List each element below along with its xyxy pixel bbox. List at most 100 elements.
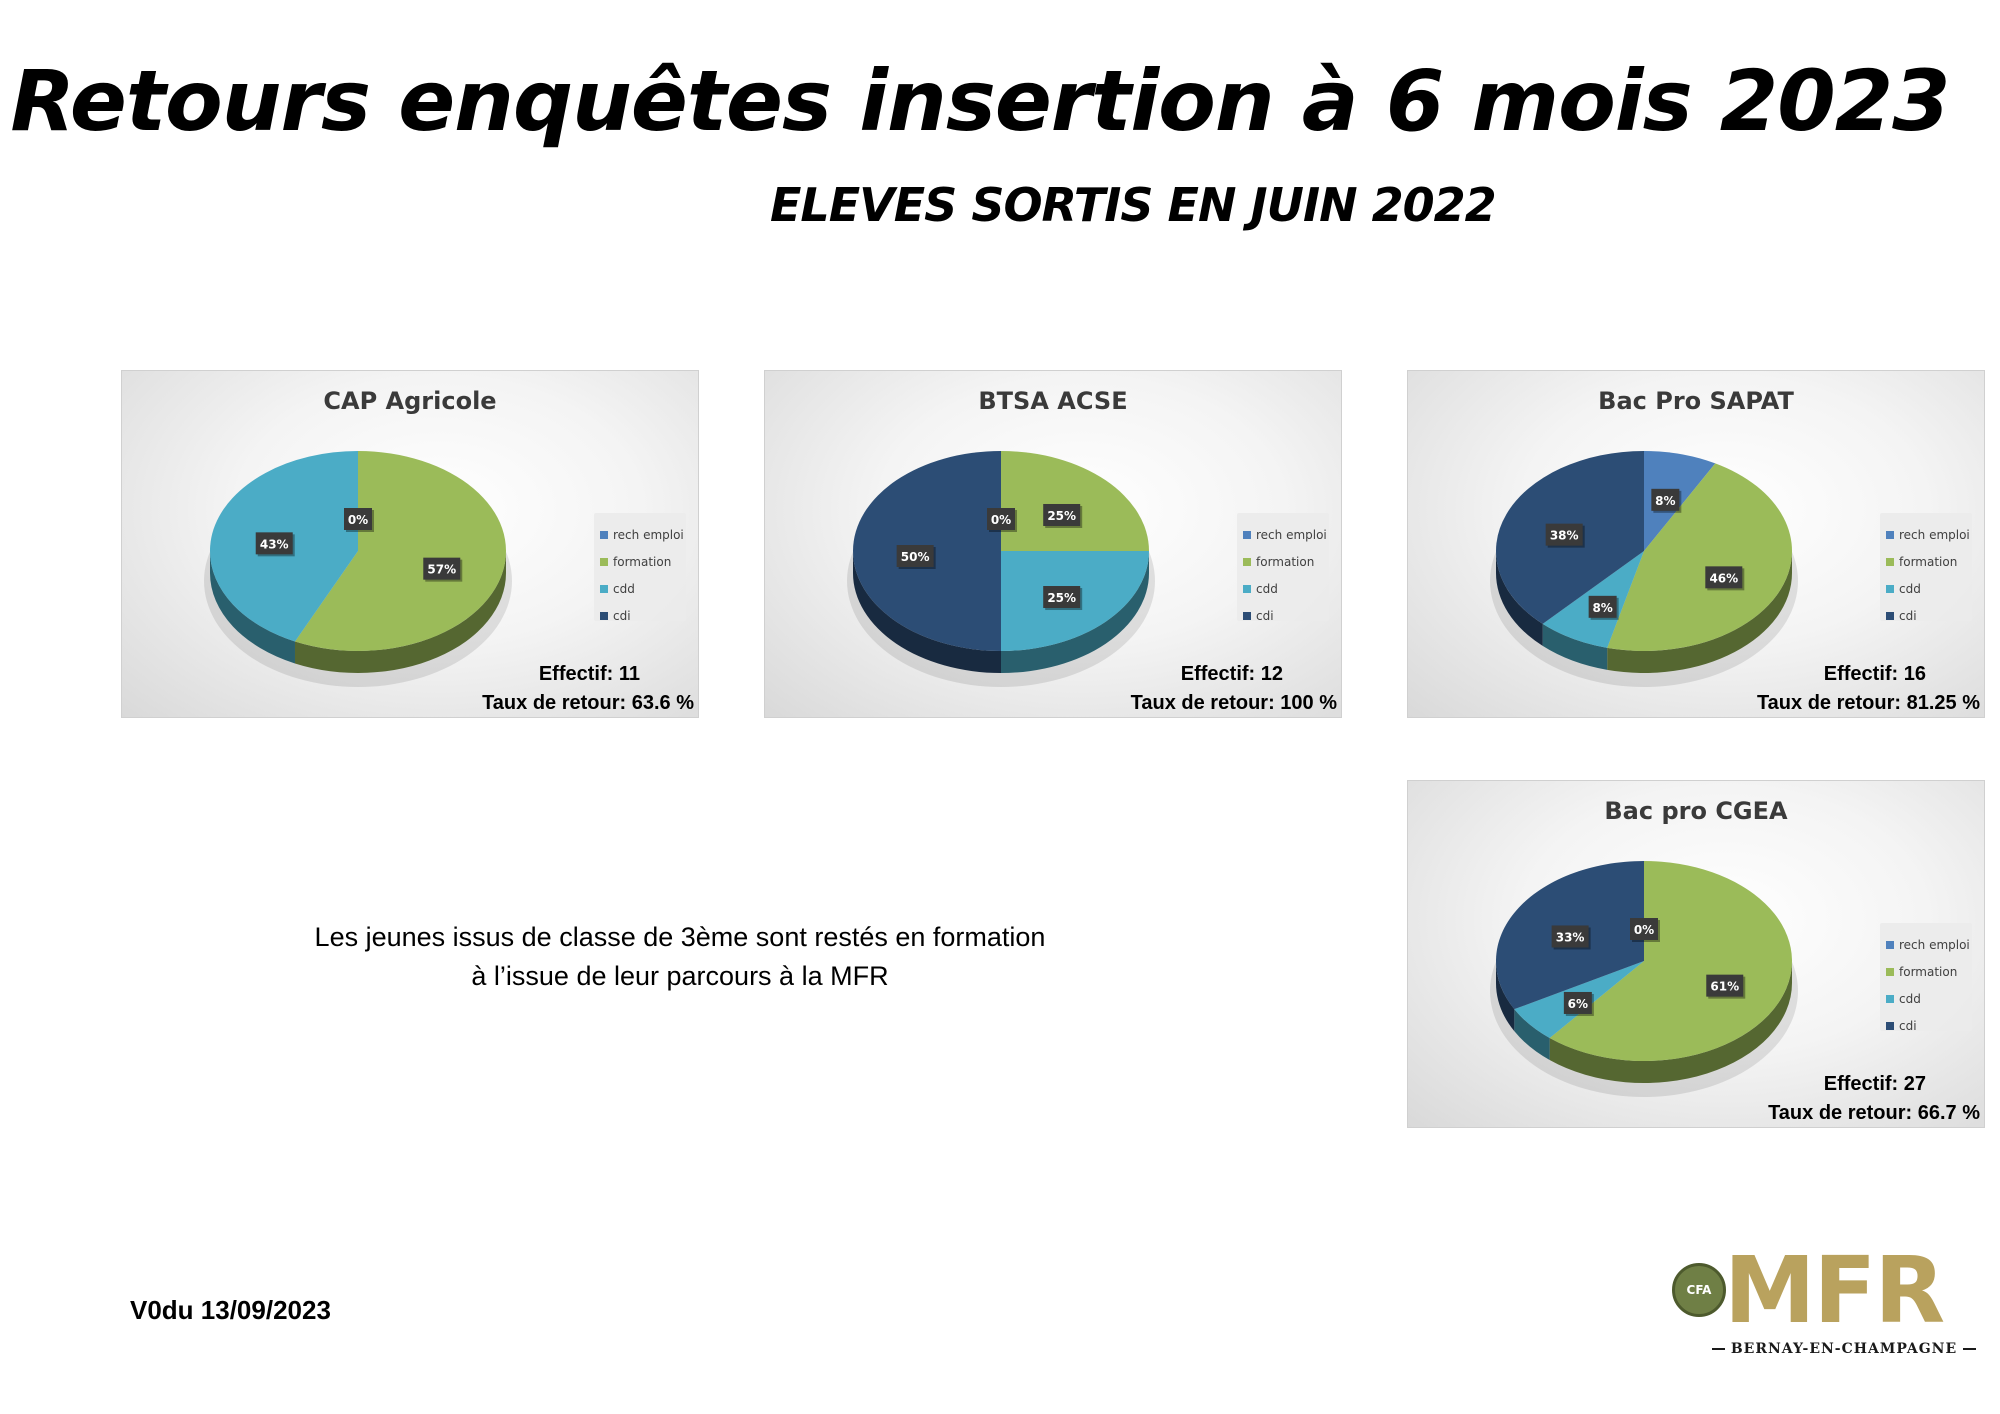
legend-label: cdi: [1899, 608, 1917, 623]
svg-text:38%: 38%: [1550, 529, 1579, 543]
pie-side-formation: [1607, 551, 1792, 673]
page-subtitle: ELEVES SORTIS EN JUIN 2022: [770, 178, 1497, 232]
legend-item-rech-emploi: rech emploi: [1880, 931, 1972, 958]
legend-label: rech emploi: [1899, 527, 1970, 542]
pie-slice-rech-emploi: [1644, 451, 1716, 551]
version-label: V0du 13/09/2023: [130, 1295, 331, 1325]
pie-side-cdd: [1001, 551, 1149, 673]
legend-item-cdi: cdi: [1880, 1012, 1972, 1039]
logo-divider-right: [1963, 1348, 1976, 1350]
data-label-cdi: 33%: [1551, 925, 1591, 950]
chart-title: BTSA ACSE: [978, 387, 1128, 415]
data-label-formation: 61%: [1706, 974, 1746, 999]
pie-slice-formation: [294, 451, 507, 651]
legend-label: cdd: [613, 581, 635, 596]
legend-swatch: [1886, 557, 1894, 566]
svg-text:57%: 57%: [427, 563, 456, 577]
legend-swatch: [1886, 940, 1894, 949]
pie-side-cdi: [1496, 551, 1543, 646]
chart-title: CAP Agricole: [323, 387, 497, 415]
pie-side-cdd: [210, 551, 295, 664]
info-note-line-1: Les jeunes issus de classe de 3ème sont …: [314, 922, 1046, 952]
data-label-rech-emploi: 0%: [344, 508, 374, 532]
data-label-formation: 46%: [1705, 566, 1745, 591]
pie-side-cdi: [1496, 961, 1515, 1032]
pie-side-cdd: [1542, 623, 1608, 670]
chart-title: Bac Pro SAPAT: [1598, 387, 1794, 415]
legend-label: rech emploi: [613, 527, 684, 542]
effectif-label: Effectif: 11: [538, 663, 640, 685]
legend-item-formation: formation: [1237, 548, 1329, 575]
legend-swatch: [1243, 557, 1251, 566]
taux-retour-label: Taux de retour: 63.6 %: [482, 692, 694, 714]
legend-label: formation: [1899, 554, 1958, 569]
svg-text:25%: 25%: [1047, 591, 1076, 605]
legend-label: cdi: [1256, 608, 1274, 623]
chart-panel-cap-agricole: CAP Agricole 0% 57% 43% rech emploi formation…: [121, 370, 699, 718]
chart-legend: rech emploi formation cdd cdi: [1880, 923, 1972, 1033]
pie-side-cdi: [853, 551, 1001, 673]
pie-chart-cap-agricole: 0% 57% 43%: [204, 451, 512, 687]
svg-text:6%: 6%: [1568, 997, 1588, 1011]
legend-swatch: [600, 530, 608, 539]
legend-swatch: [1243, 530, 1251, 539]
chart-panel-btsa-acse: BTSA ACSE 0% 25% 25% 50% rech emploi formation…: [764, 370, 1342, 718]
legend-item-formation: formation: [1880, 958, 1972, 985]
legend-item-cdi: cdi: [594, 602, 686, 629]
data-label-cdd: 8%: [1588, 595, 1619, 620]
info-note: Les jeunes issus de classe de 3ème sont …: [270, 918, 1090, 996]
data-label-formation: 57%: [423, 557, 463, 582]
legend-label: rech emploi: [1256, 527, 1327, 542]
legend-item-cdi: cdi: [1237, 602, 1329, 629]
cfa-badge: CFA: [1672, 1263, 1726, 1317]
legend-swatch: [600, 557, 608, 566]
legend-swatch: [1243, 584, 1251, 593]
legend-item-cdd: cdd: [1880, 985, 1972, 1012]
legend-item-formation: formation: [1880, 548, 1972, 575]
data-label-rech-emploi: 8%: [1651, 488, 1682, 513]
info-note-line-2: à l’issue de leur parcours à la MFR: [471, 961, 889, 991]
legend-item-cdd: cdd: [1880, 575, 1972, 602]
pie-side-cdd: [1514, 1009, 1550, 1061]
chart-legend: rech emploi formation cdd cdi: [1880, 513, 1972, 623]
svg-text:0%: 0%: [991, 513, 1011, 527]
legend-item-cdi: cdi: [1880, 602, 1972, 629]
legend-swatch: [1886, 1021, 1894, 1030]
legend-item-rech-emploi: rech emploi: [594, 521, 686, 548]
pie-side-formation: [1549, 961, 1792, 1083]
page-title: Retours enquêtes insertion à 6 mois 2023: [10, 52, 1950, 150]
data-label-cdd: 6%: [1563, 991, 1594, 1016]
legend-label: cdd: [1899, 991, 1921, 1006]
effectif-label: Effectif: 27: [1823, 1073, 1926, 1095]
legend-item-cdd: cdd: [1237, 575, 1329, 602]
legend-item-formation: formation: [594, 548, 686, 575]
legend-label: cdd: [1899, 581, 1921, 596]
legend-label: formation: [1256, 554, 1315, 569]
chart-title: Bac pro CGEA: [1604, 797, 1788, 825]
data-label-rech-emploi: 0%: [1630, 918, 1660, 942]
legend-label: rech emploi: [1899, 937, 1970, 952]
chart-panel-bac-pro-sapat: Bac Pro SAPAT 8% 46% 8% 38% rech emploi format…: [1407, 370, 1985, 718]
pie-slice-formation: [1001, 451, 1149, 551]
legend-label: cdi: [613, 608, 631, 623]
legend-swatch: [1886, 530, 1894, 539]
pie-slice-formation: [1607, 463, 1792, 651]
svg-text:25%: 25%: [1047, 509, 1076, 523]
data-label-rech-emploi: 0%: [987, 508, 1017, 532]
pie-chart-btsa-acse: 0% 25% 25% 50%: [847, 451, 1155, 687]
svg-text:43%: 43%: [260, 537, 289, 551]
mfr-logo: CFA MFR BERNAY-EN-CHAMPAGNE: [1672, 1237, 1982, 1365]
pie-side-formation: [294, 551, 506, 673]
legend-swatch: [1243, 611, 1251, 620]
legend-swatch: [600, 611, 608, 620]
mfr-logo-place: BERNAY-EN-CHAMPAGNE: [1706, 1341, 1982, 1357]
data-label-cdi: 50%: [896, 545, 936, 569]
effectif-label: Effectif: 12: [1180, 663, 1283, 685]
taux-retour-label: Taux de retour: 100 %: [1130, 692, 1337, 714]
taux-retour-label: Taux de retour: 66.7 %: [1768, 1102, 1980, 1124]
legend-item-cdd: cdd: [594, 575, 686, 602]
mfr-logo-text: MFR: [1724, 1237, 1945, 1344]
legend-item-rech-emploi: rech emploi: [1880, 521, 1972, 548]
taux-retour-label: Taux de retour: 81.25 %: [1756, 692, 1980, 714]
chart-legend: rech emploi formation cdd cdi: [1237, 513, 1329, 623]
